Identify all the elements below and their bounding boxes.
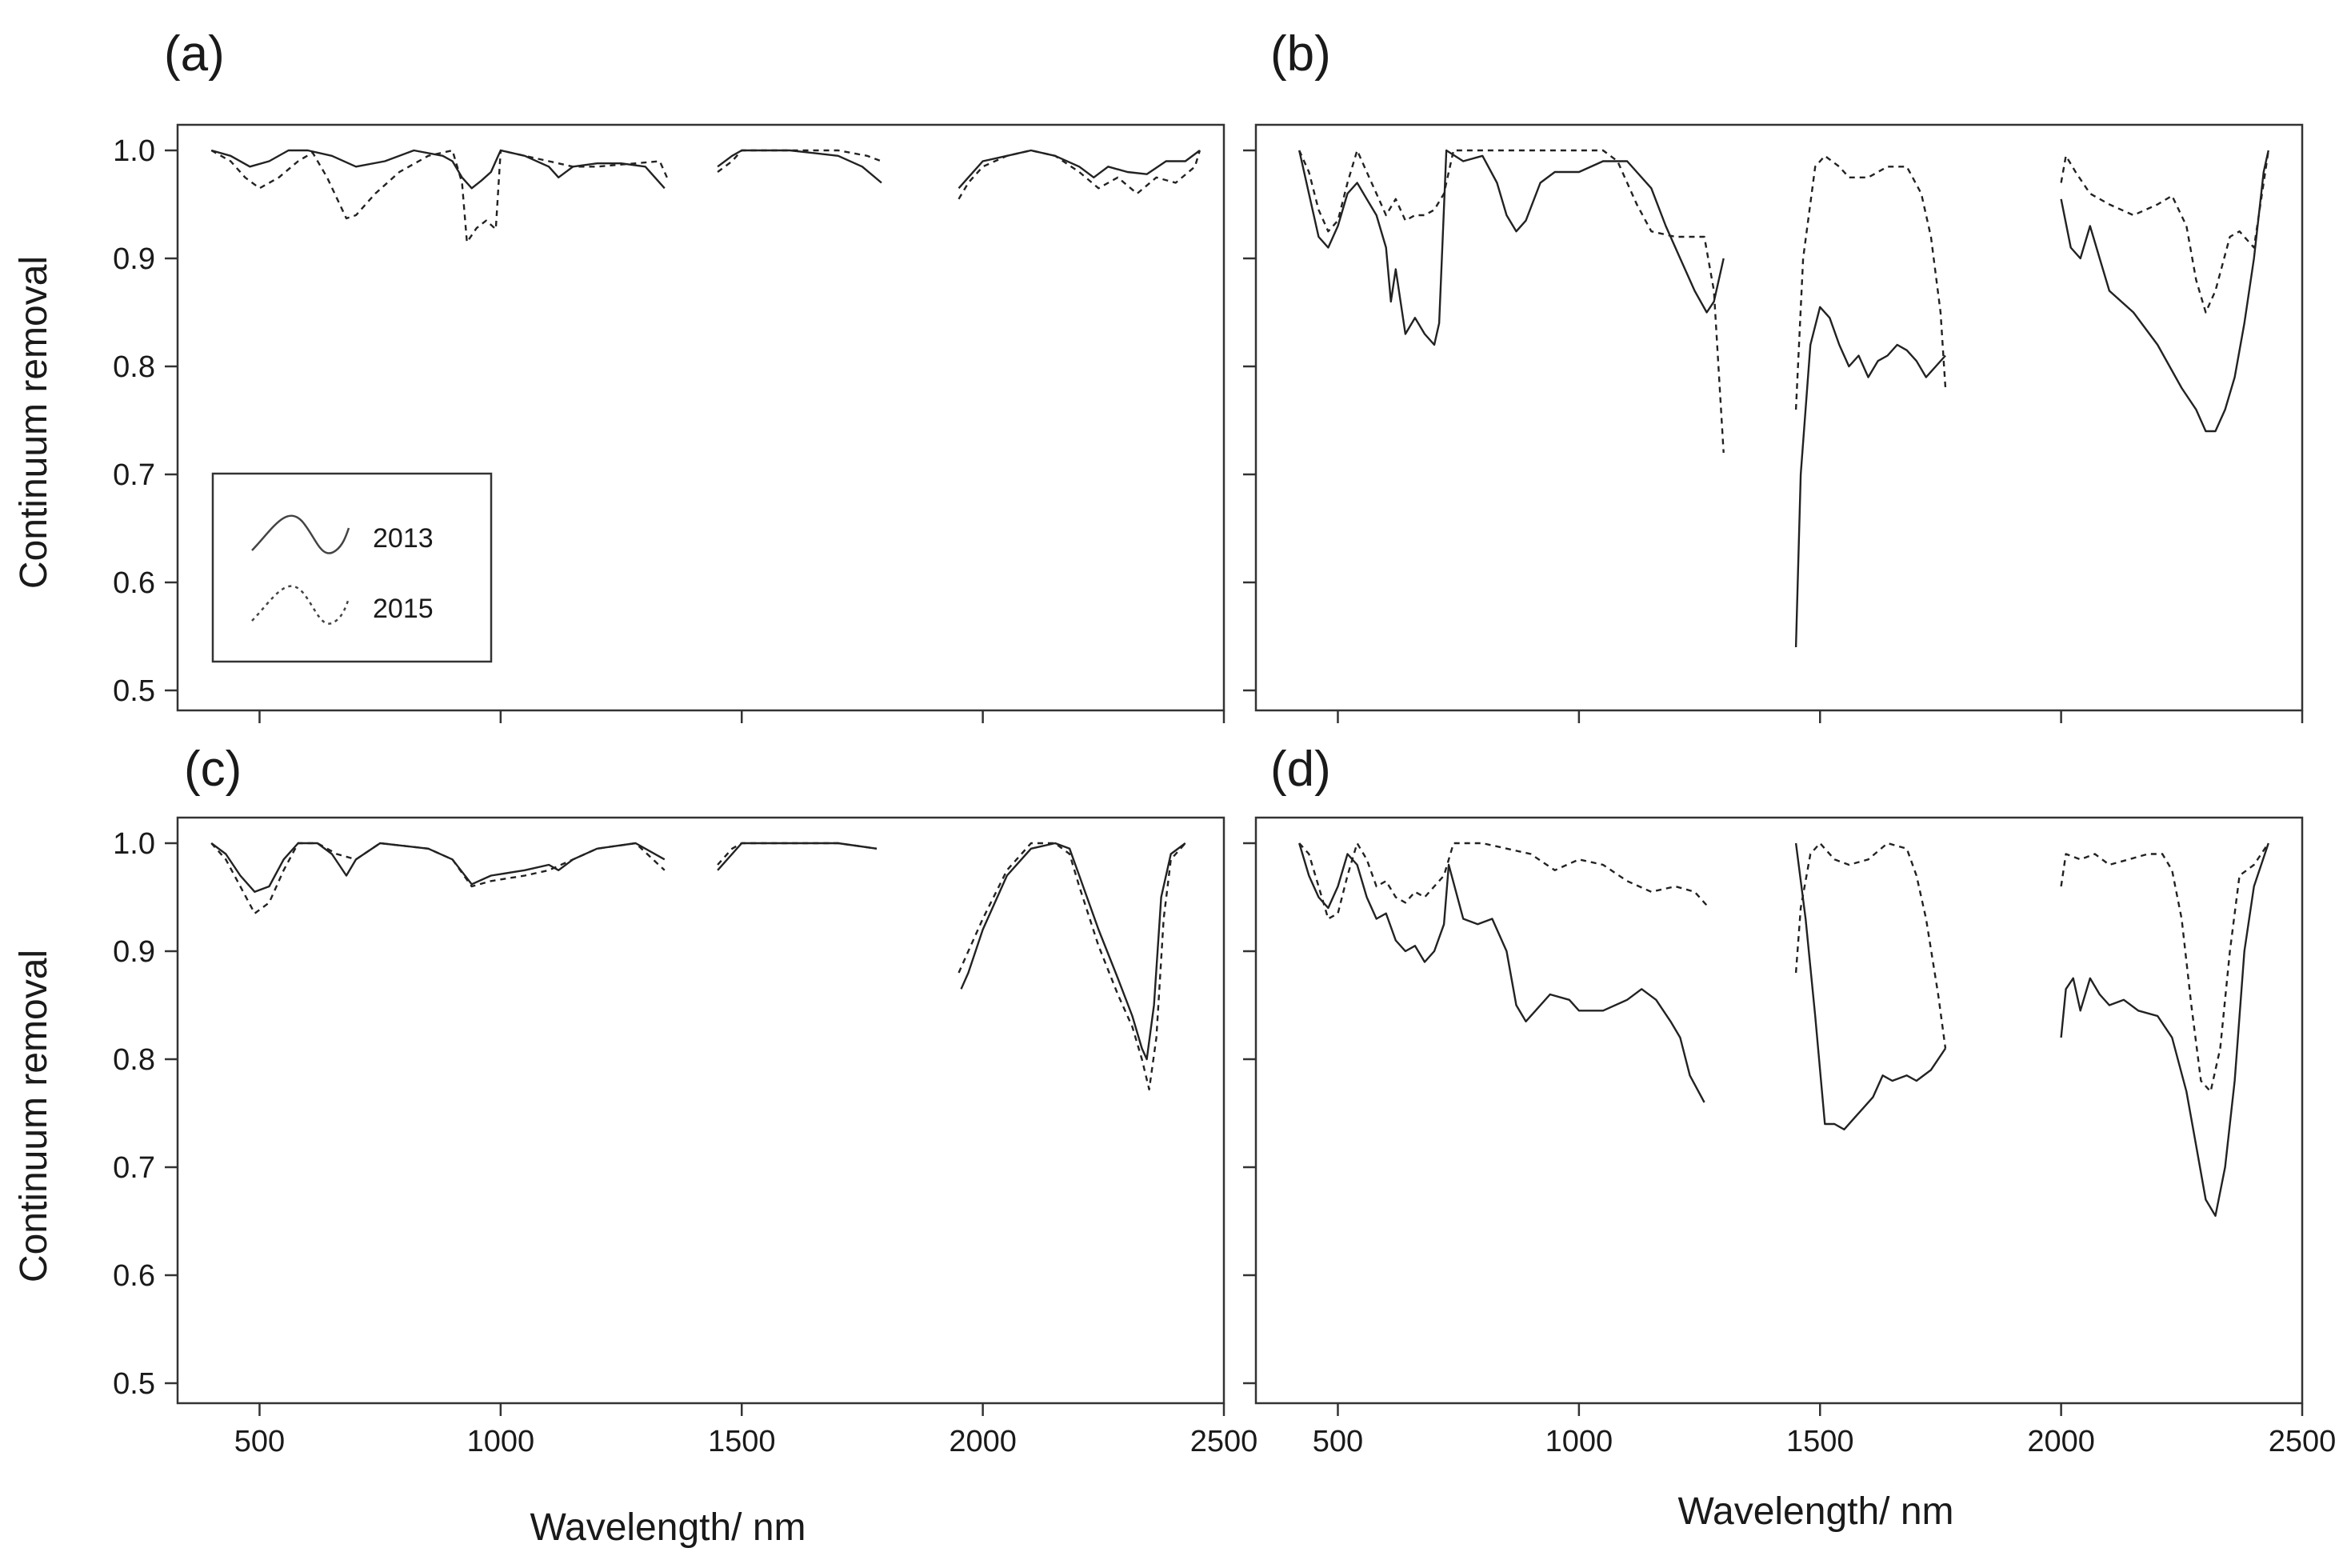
series-2013-panel-b-segment-0	[1298, 149, 1725, 346]
x-tick-label-c-2: 1500	[708, 1425, 776, 1458]
legend-swatch-2015	[251, 585, 350, 625]
y-tick-label-c-5: 1.0	[113, 827, 155, 861]
series-2013-panel-b-segment-1	[1794, 306, 1946, 648]
y-tick-label-a-4: 0.9	[113, 242, 155, 276]
x-tick-label-c-0: 500	[234, 1425, 285, 1458]
series-2015-panel-b-segment-2	[2060, 150, 2269, 314]
series-2015-panel-d-segment-0	[1298, 842, 1710, 920]
plot-panel-a: 0.5 0.6 0.7 0.8 0.9 1.0	[113, 123, 1225, 723]
panel-label-d: (d)	[1270, 742, 1331, 797]
legend-label-2013: 2013	[373, 523, 434, 554]
x-tick-label-d-4: 2500	[2269, 1425, 2337, 1458]
x-tick-label-c-1: 1000	[467, 1425, 535, 1458]
series-2015-panel-c-segment-2	[958, 842, 1186, 1090]
plot-frame-d	[1254, 816, 2304, 1405]
series-2015-panel-a-segment-2	[958, 149, 1201, 200]
x-tick-label-d-0: 500	[1313, 1425, 1363, 1458]
plot-panel-b	[1243, 123, 2304, 723]
plot-panel-d: 500 1000 1500 2000 2500	[1243, 816, 2337, 1458]
series-2013-panel-d-segment-2	[2060, 842, 2269, 1217]
y-tick-label-c-1: 0.6	[113, 1259, 155, 1293]
y-axis-title-top: Continuum removal	[13, 256, 55, 589]
series-2015-panel-c-segment-1	[717, 842, 878, 866]
x-tick-label-d-2: 1500	[1786, 1425, 1854, 1458]
legend: 2013 2015	[211, 472, 493, 663]
y-tick-label-a-2: 0.7	[113, 458, 155, 492]
y-tick-label-a-0: 0.5	[113, 674, 155, 708]
legend-box	[211, 472, 493, 663]
series-2013-panel-a-segment-1	[717, 149, 882, 184]
series-2013-panel-c-segment-2	[960, 842, 1186, 1061]
panel-label-a: (a)	[164, 26, 225, 82]
series-2015-panel-a-segment-1	[717, 149, 882, 173]
x-tick-label-d-1: 1000	[1545, 1425, 1613, 1458]
series-2015-panel-d-segment-2	[2060, 842, 2269, 1093]
series-2013-panel-d-segment-1	[1794, 842, 1946, 1130]
y-tick-label-c-0: 0.5	[113, 1367, 155, 1401]
series-2013-panel-a-segment-2	[958, 149, 1201, 190]
y-tick-label-a-1: 0.6	[113, 566, 155, 600]
plot-frame-b	[1254, 123, 2304, 712]
x-tick-label-c-4: 2500	[1190, 1425, 1258, 1458]
plot-panel-c: 0.5 0.6 0.7 0.8 0.9 1.0 500 1000 1500 2000 2500	[113, 816, 1258, 1458]
series-2013-panel-d-segment-0	[1298, 842, 1705, 1103]
x-axis-title-right: Wavelength/ nm	[1677, 1490, 1953, 1533]
legend-swatch-2013	[251, 514, 350, 554]
series-2015-panel-b-segment-0	[1298, 149, 1725, 454]
series-2013-panel-a-segment-0	[210, 149, 666, 190]
y-tick-label-a-3: 0.8	[113, 350, 155, 384]
series-2015-panel-b-segment-1	[1794, 154, 1947, 410]
x-tick-label-c-3: 2000	[949, 1425, 1017, 1458]
series-2013-panel-c-segment-0	[210, 842, 666, 893]
panel-label-c: (c)	[184, 742, 242, 797]
y-tick-label-a-5: 1.0	[113, 134, 155, 168]
series-2015-panel-c-segment-0	[210, 842, 666, 914]
series-2015-panel-d-segment-1	[1794, 842, 1947, 1049]
plot-frame-c	[176, 816, 1225, 1405]
panel-label-b: (b)	[1270, 26, 1331, 82]
y-tick-label-c-4: 0.9	[113, 935, 155, 969]
y-tick-label-c-2: 0.7	[113, 1151, 155, 1185]
series-2013-panel-b-segment-2	[2060, 150, 2269, 433]
plot-frame-a	[176, 123, 1225, 712]
legend-label-2015: 2015	[373, 594, 434, 624]
y-tick-label-c-3: 0.8	[113, 1043, 155, 1077]
x-axis-title-left: Wavelength/ nm	[530, 1506, 806, 1549]
y-axis-title-bottom: Continuum removal	[13, 950, 55, 1282]
x-tick-label-d-3: 2000	[2027, 1425, 2095, 1458]
